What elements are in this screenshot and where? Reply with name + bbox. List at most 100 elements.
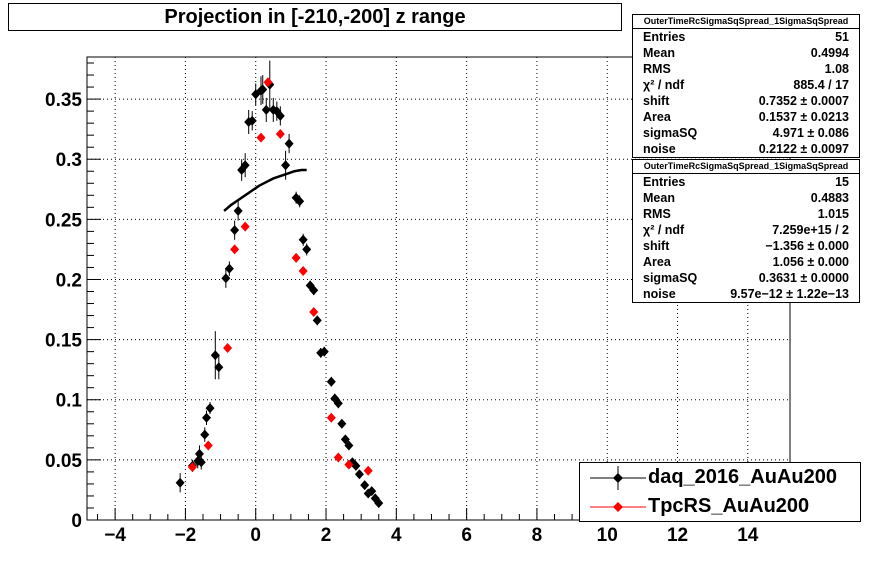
stats-value: 0.4883 — [810, 191, 849, 205]
stats-row: sigmaSQ 4.971 ± 0.086 — [633, 125, 859, 141]
stats-label: Entries — [643, 30, 686, 44]
stats-label: sigmaSQ — [643, 126, 698, 140]
stats-value: 9.57e−12 ± 1.22e−13 — [730, 287, 849, 301]
data-point — [281, 150, 291, 180]
point-marker — [291, 252, 301, 263]
point-marker — [224, 263, 234, 274]
x-tick-label: −2 — [175, 525, 197, 546]
point-marker — [240, 221, 250, 232]
data-points — [175, 60, 384, 509]
point-marker — [263, 77, 273, 88]
point-marker — [175, 477, 185, 488]
point-marker — [214, 362, 224, 373]
y-tick-label: 0.1 — [56, 391, 83, 412]
data-point — [337, 418, 347, 429]
legend-label: daq_2016_AuAu200 — [648, 466, 837, 488]
data-point — [233, 201, 243, 221]
point-marker — [295, 196, 305, 207]
point-marker — [367, 486, 377, 497]
x-tick-label: 0 — [250, 525, 261, 546]
stats-row: χ² / ndf 885.4 / 17 — [633, 77, 859, 93]
stats-row: sigmaSQ 0.3631 ± 0.0000 — [633, 270, 859, 286]
data-point — [333, 452, 343, 463]
stats-label: noise — [643, 287, 676, 301]
data-point — [263, 77, 273, 88]
legend-entry-daq: daq_2016_AuAu200 — [580, 464, 860, 492]
stats-row: shift 0.7352 ± 0.0007 — [633, 93, 859, 109]
stats-row: Mean 0.4994 — [633, 45, 859, 61]
stats-row: noise 9.57e−12 ± 1.22e−13 — [633, 286, 859, 302]
data-point — [302, 243, 312, 256]
stats-row: noise 0.2122 ± 0.0097 — [633, 141, 859, 157]
stats-row: Entries 51 — [633, 29, 859, 45]
point-marker — [333, 398, 343, 409]
stats-label: sigmaSQ — [643, 271, 698, 285]
data-point — [333, 398, 343, 409]
data-point — [175, 473, 185, 493]
stats-row: RMS 1.08 — [633, 61, 859, 77]
stats-row: Mean 0.4883 — [633, 190, 859, 206]
data-point — [214, 355, 224, 380]
y-tick-label: 0 — [71, 511, 82, 532]
data-point — [298, 233, 308, 246]
point-marker — [333, 452, 343, 463]
x-tick-label: 14 — [737, 525, 759, 546]
data-point — [298, 266, 308, 277]
stats-label: shift — [643, 239, 670, 253]
data-point — [284, 133, 294, 154]
point-marker — [351, 460, 361, 471]
x-tick-label: 6 — [461, 525, 472, 546]
data-point — [363, 465, 373, 476]
data-point — [275, 106, 285, 126]
point-marker — [261, 104, 271, 115]
legend-marker-black — [590, 466, 646, 490]
point-marker — [247, 115, 257, 126]
point-marker — [344, 440, 354, 451]
data-point — [261, 97, 271, 122]
x-tick-label: 2 — [321, 525, 332, 546]
x-tick-label: 10 — [597, 525, 618, 546]
data-point — [251, 83, 261, 106]
stats-value: 7.259e+15 / 2 — [772, 223, 849, 237]
point-marker — [233, 205, 243, 216]
stats-label: shift — [643, 94, 670, 108]
data-point — [221, 268, 231, 288]
point-marker — [203, 440, 213, 451]
stats-box-tpcrs: OuterTimeRcSigmaSqSpread_1SigmaSqSpread … — [632, 159, 860, 303]
point-marker — [281, 160, 291, 171]
data-point — [326, 376, 336, 387]
point-marker — [374, 498, 384, 509]
point-marker — [240, 160, 250, 171]
data-point — [256, 132, 266, 143]
data-point — [367, 486, 377, 497]
stats-row: RMS 1.015 — [633, 206, 859, 222]
data-point — [351, 460, 361, 471]
legend-entry-tpcrs: TpcRS_AuAu200 — [580, 493, 860, 521]
stats-label: Area — [643, 255, 671, 269]
stats-label: RMS — [643, 207, 671, 221]
stats-value: 15 — [835, 175, 849, 189]
stats-row: Entries 15 — [633, 174, 859, 190]
y-tick-label: 0.05 — [45, 451, 82, 472]
data-point — [230, 244, 240, 255]
stats-value: 1.08 — [824, 62, 849, 76]
data-point — [309, 285, 319, 296]
data-point — [360, 480, 370, 491]
point-marker — [298, 266, 308, 277]
data-point — [240, 153, 250, 178]
fit-curve-line — [223, 168, 307, 212]
stats-label: Mean — [643, 191, 675, 205]
y-tick-label: 0.35 — [45, 90, 82, 111]
tick-labels: −4 −2 0 2 4 6 8 10 12 14 0 0.05 0.1 0.15 0.2 0.25 0.3 0.3… — [45, 90, 759, 546]
fit-curve — [223, 168, 307, 212]
point-marker — [354, 469, 364, 480]
point-marker — [230, 225, 240, 236]
data-point — [247, 111, 257, 131]
point-marker — [360, 480, 370, 491]
stats-label: χ² / ndf — [643, 78, 685, 92]
point-marker — [202, 412, 212, 423]
point-marker — [363, 465, 373, 476]
point-marker — [210, 350, 220, 361]
data-point — [295, 195, 305, 208]
